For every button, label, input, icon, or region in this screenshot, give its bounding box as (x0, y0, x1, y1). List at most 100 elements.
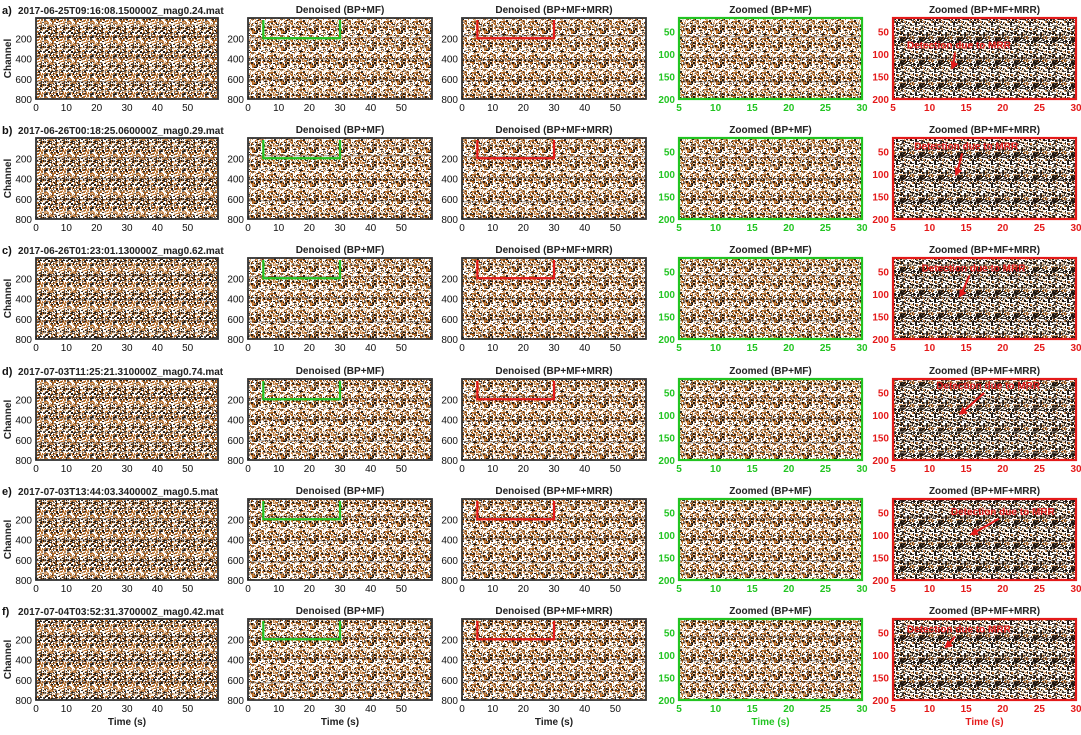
y-tick-label: 200 (658, 335, 675, 346)
x-tick-label: 10 (924, 704, 936, 715)
trace-band (462, 538, 646, 540)
y-axis-label: Channel (3, 159, 14, 199)
x-tick-label: 30 (334, 704, 346, 715)
x-tick-label: 30 (856, 464, 868, 475)
trace-band (893, 46, 1076, 48)
x-tick-label: 50 (182, 343, 194, 354)
trace-band (248, 188, 432, 190)
x-tick-label: 30 (856, 223, 868, 234)
zoom-window-box (476, 381, 556, 401)
panel-image (893, 619, 1076, 700)
y-tick-label: 150 (658, 73, 675, 84)
y-tick-label: 400 (441, 55, 458, 66)
panel: 0 10 20 30 40 50 200 400 600 800 Channel (3, 17, 219, 114)
x-tick-label: 30 (548, 704, 560, 715)
x-tick-label: 30 (548, 584, 560, 595)
y-tick-label: 150 (658, 434, 675, 445)
y-tick-label: 200 (441, 515, 458, 526)
panel: 0 10 20 30 40 50 200 400 600 800 Channel (3, 257, 219, 354)
trace-band (462, 201, 646, 203)
figure-row: b) 2017-06-26T00:18:25.060000Z_mag0.29.ma… (2, 125, 1081, 234)
x-tick-label: 40 (365, 464, 377, 475)
panel: Zoomed (BP+MF) 5 10 15 20 25 30 50 100 150 200 (658, 366, 868, 475)
x-tick-label: 10 (924, 223, 936, 234)
trace-band (679, 669, 862, 671)
x-tick-label: 30 (121, 343, 133, 354)
trace-band (248, 670, 432, 672)
x-tick-label: 50 (610, 103, 622, 114)
trace-band (893, 516, 1076, 518)
panel-title: Denoised (BP+MF) (296, 245, 385, 256)
y-tick-label: 150 (872, 434, 889, 445)
panel-title: Denoised (BP+MF) (296, 606, 385, 617)
x-tick-label: 50 (610, 343, 622, 354)
x-tick-label: 5 (890, 464, 896, 475)
x-tick-label: 20 (997, 343, 1009, 354)
x-tick-label: 5 (890, 103, 896, 114)
panel: Zoomed (BP+MF) 5 10 15 20 25 30 50 100 150 200 (658, 125, 868, 234)
y-tick-label: 200 (872, 335, 889, 346)
x-tick-label: 20 (783, 223, 795, 234)
x-tick-label: 40 (579, 464, 591, 475)
y-tick-label: 800 (227, 576, 244, 587)
y-tick-label: 200 (227, 635, 244, 646)
trace-band (679, 48, 862, 50)
annotation-text: Detection due to MRR (907, 625, 1012, 636)
x-tick-label: 20 (997, 464, 1009, 475)
trace-band (248, 431, 432, 433)
trace-band (462, 680, 646, 682)
annotation-arrow (960, 275, 971, 294)
trace-band (462, 529, 646, 531)
x-tick-label: 25 (820, 223, 832, 234)
y-tick-label: 100 (872, 290, 889, 301)
trace-band (679, 681, 862, 683)
annotation-arrowhead (950, 60, 959, 70)
x-tick-label: 10 (924, 584, 936, 595)
trace-band (679, 385, 862, 387)
panel: 0 10 20 30 40 50 200 400 600 800 Channel (3, 378, 219, 475)
y-axis-label: Channel (3, 640, 14, 680)
trace-band (462, 420, 646, 422)
panel-title: Denoised (BP+MF+MRR) (495, 245, 612, 256)
x-tick-label: 15 (961, 103, 973, 114)
x-tick-label: 0 (245, 464, 251, 475)
trace-band (462, 298, 646, 300)
y-tick-label: 600 (227, 676, 244, 687)
y-tick-label: 600 (441, 195, 458, 206)
panel-title: Zoomed (BP+MF) (729, 486, 812, 497)
y-tick-label: 200 (227, 395, 244, 406)
trace-band (893, 37, 1076, 39)
annotation-text: Detection due to MRR (951, 507, 1056, 518)
panel-frame (677, 136, 864, 221)
trace-band (893, 452, 1076, 454)
trace-band (679, 627, 862, 629)
y-tick-label: 50 (664, 629, 676, 640)
figure-row: d) 2017-07-03T11:25:21.310000Z_mag0.74.ma… (2, 366, 1081, 475)
panel-frame (677, 377, 864, 462)
x-tick-label: 10 (487, 343, 499, 354)
trace-band (36, 442, 218, 444)
x-tick-label: 30 (121, 103, 133, 114)
panel: Zoomed (BP+MF) 5 10 15 20 25 30 50 100 150 200 Time… (658, 606, 868, 728)
trace-band (462, 659, 646, 661)
y-tick-label: 400 (15, 175, 32, 186)
zoom-window-box (262, 260, 342, 280)
trace-band (36, 506, 218, 508)
panel: Denoised (BP+MF) 0 10 20 30 40 50 200 400 600 800 (227, 245, 433, 354)
y-tick-label: 600 (227, 315, 244, 326)
trace-band (36, 69, 218, 71)
trace-band (248, 528, 432, 530)
trace-band (36, 36, 218, 38)
trace-band (679, 178, 862, 180)
y-tick-label: 100 (658, 651, 675, 662)
trace-band (893, 507, 1076, 509)
trace-band (36, 90, 218, 92)
trace-band (248, 200, 432, 202)
x-tick-label: 40 (365, 584, 377, 595)
y-tick-label: 50 (664, 268, 676, 279)
panel-frame (677, 617, 864, 702)
x-tick-label: 30 (856, 343, 868, 354)
trace-band (248, 167, 432, 169)
trace-band (679, 157, 862, 159)
trace-band (462, 692, 646, 694)
